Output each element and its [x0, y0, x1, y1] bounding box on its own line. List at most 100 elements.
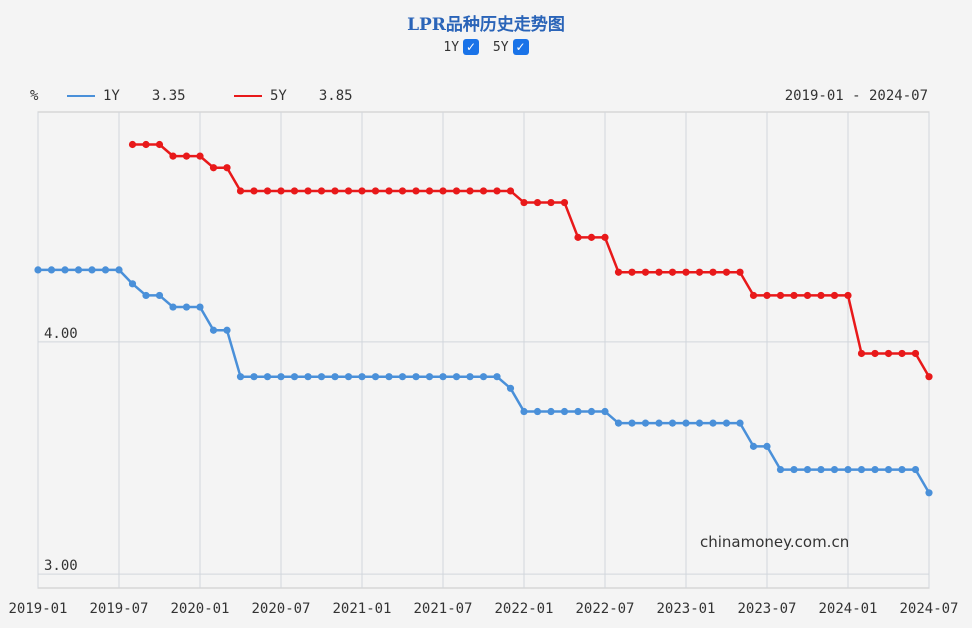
data-point-5y[interactable] — [736, 268, 744, 276]
data-point-1y[interactable] — [614, 419, 623, 427]
data-point-5y[interactable] — [209, 164, 218, 172]
data-point-5y[interactable] — [196, 152, 204, 160]
data-point-1y[interactable] — [817, 465, 825, 474]
data-point-1y[interactable] — [425, 373, 434, 381]
data-point-5y[interactable] — [776, 291, 785, 300]
data-point-5y[interactable] — [911, 349, 920, 358]
data-point-1y[interactable] — [790, 465, 798, 474]
legend-item-5y[interactable]: 5Y 3.85 — [234, 88, 353, 104]
data-point-5y[interactable] — [412, 187, 420, 195]
data-point-1y[interactable] — [763, 442, 771, 450]
data-point-5y[interactable] — [803, 291, 812, 300]
data-point-5y[interactable] — [223, 164, 231, 172]
data-point-1y[interactable] — [857, 465, 866, 474]
data-point-1y[interactable] — [142, 291, 150, 300]
data-point-1y[interactable] — [74, 266, 83, 274]
data-point-5y[interactable] — [817, 291, 825, 300]
data-point-5y[interactable] — [533, 198, 542, 207]
data-point-1y[interactable] — [574, 407, 582, 416]
data-point-1y[interactable] — [250, 373, 258, 381]
data-point-1y[interactable] — [871, 465, 879, 474]
data-point-5y[interactable] — [506, 187, 515, 195]
data-point-5y[interactable] — [371, 187, 380, 195]
data-point-1y[interactable] — [277, 373, 285, 381]
data-point-1y[interactable] — [169, 303, 177, 311]
data-point-5y[interactable] — [628, 268, 636, 276]
data-point-5y[interactable] — [236, 187, 245, 195]
data-point-1y[interactable] — [547, 407, 555, 416]
data-point-5y[interactable] — [844, 291, 852, 300]
data-point-5y[interactable] — [695, 268, 704, 276]
data-point-5y[interactable] — [128, 140, 137, 149]
data-point-5y[interactable] — [871, 349, 879, 358]
data-point-5y[interactable] — [182, 152, 191, 160]
data-point-5y[interactable] — [358, 187, 366, 195]
data-point-1y[interactable] — [223, 326, 231, 334]
data-point-5y[interactable] — [763, 291, 771, 300]
data-point-5y[interactable] — [520, 198, 528, 207]
data-point-5y[interactable] — [749, 291, 758, 300]
data-point-5y[interactable] — [493, 187, 501, 195]
data-point-5y[interactable] — [344, 187, 353, 195]
data-point-1y[interactable] — [398, 373, 407, 381]
data-point-1y[interactable] — [925, 489, 933, 497]
data-point-1y[interactable] — [668, 419, 677, 427]
data-point-1y[interactable] — [263, 373, 272, 381]
data-point-1y[interactable] — [587, 407, 596, 416]
data-point-5y[interactable] — [655, 268, 663, 276]
data-point-5y[interactable] — [304, 187, 312, 195]
data-point-5y[interactable] — [668, 268, 677, 276]
checkbox-5y[interactable]: ✓ — [512, 39, 529, 55]
legend-item-1y[interactable]: 1Y 3.35 — [67, 88, 186, 104]
data-point-1y[interactable] — [385, 373, 393, 381]
data-point-1y[interactable] — [155, 291, 164, 300]
data-point-5y[interactable] — [641, 268, 650, 276]
data-point-5y[interactable] — [587, 233, 596, 241]
data-point-5y[interactable] — [425, 187, 434, 195]
data-point-5y[interactable] — [479, 187, 488, 195]
data-point-1y[interactable] — [533, 407, 542, 416]
data-point-5y[interactable] — [142, 140, 150, 149]
data-point-1y[interactable] — [560, 407, 569, 416]
data-point-1y[interactable] — [344, 373, 353, 381]
data-point-1y[interactable] — [115, 266, 123, 274]
data-point-1y[interactable] — [830, 465, 839, 474]
data-point-5y[interactable] — [601, 233, 609, 241]
data-point-1y[interactable] — [61, 266, 69, 274]
data-point-1y[interactable] — [47, 266, 56, 274]
data-point-5y[interactable] — [466, 187, 474, 195]
data-point-5y[interactable] — [574, 233, 582, 241]
data-point-1y[interactable] — [101, 266, 110, 274]
data-point-5y[interactable] — [452, 187, 461, 195]
data-point-1y[interactable] — [493, 373, 501, 381]
data-point-1y[interactable] — [776, 465, 785, 474]
data-point-1y[interactable] — [196, 303, 204, 311]
data-point-1y[interactable] — [412, 373, 420, 381]
data-point-1y[interactable] — [34, 266, 42, 274]
data-point-5y[interactable] — [263, 187, 272, 195]
data-point-1y[interactable] — [749, 442, 758, 450]
data-point-5y[interactable] — [250, 187, 258, 195]
toggle-1y[interactable]: 1Y ✓ — [443, 39, 480, 55]
data-point-1y[interactable] — [709, 419, 717, 427]
data-point-1y[interactable] — [88, 266, 96, 274]
data-point-5y[interactable] — [331, 187, 339, 195]
data-point-1y[interactable] — [331, 373, 339, 381]
data-point-1y[interactable] — [803, 465, 812, 474]
data-point-1y[interactable] — [628, 419, 636, 427]
data-point-1y[interactable] — [466, 373, 474, 381]
data-point-1y[interactable] — [911, 465, 920, 474]
data-point-1y[interactable] — [358, 373, 366, 381]
data-point-1y[interactable] — [844, 465, 852, 474]
data-point-1y[interactable] — [520, 407, 528, 416]
data-point-5y[interactable] — [439, 187, 447, 195]
data-point-1y[interactable] — [641, 419, 650, 427]
data-point-5y[interactable] — [682, 268, 690, 276]
data-point-1y[interactable] — [290, 373, 299, 381]
data-point-5y[interactable] — [385, 187, 393, 195]
data-point-5y[interactable] — [169, 152, 177, 160]
data-point-5y[interactable] — [277, 187, 285, 195]
data-point-5y[interactable] — [722, 268, 731, 276]
data-point-5y[interactable] — [857, 349, 866, 358]
data-point-1y[interactable] — [655, 419, 663, 427]
